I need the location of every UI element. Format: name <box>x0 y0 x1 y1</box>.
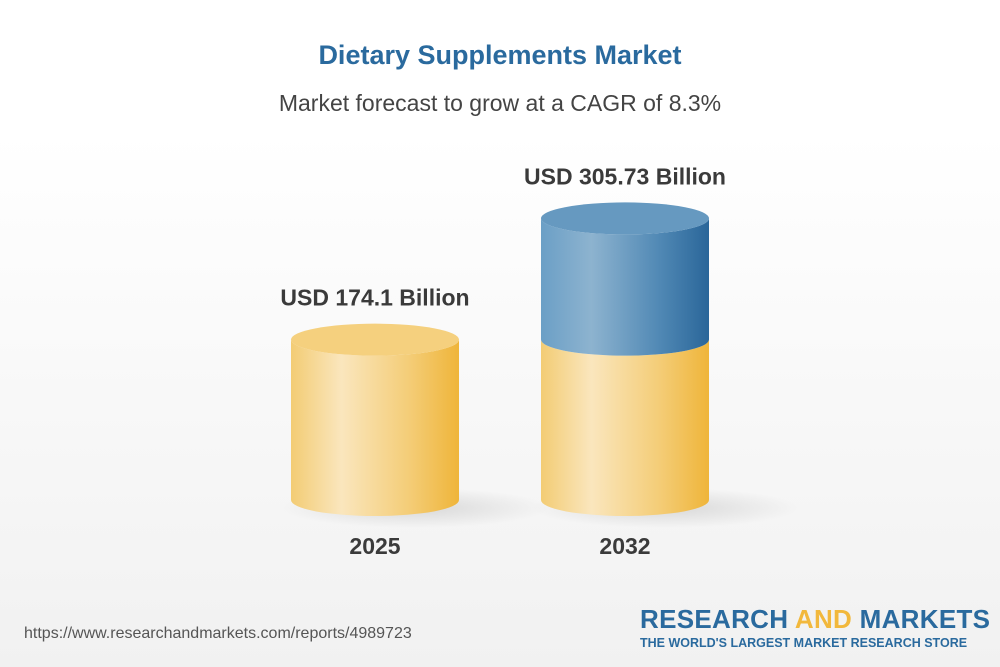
x-tick-label: 2025 <box>349 533 400 559</box>
x-tick-label: 2032 <box>599 533 650 559</box>
bar-top-cap <box>291 323 459 356</box>
bar-top-cap <box>541 202 709 235</box>
bar-base-segment-2025 <box>291 339 459 516</box>
chart-subtitle: Market forecast to grow at a CAGR of 8.3… <box>278 90 722 116</box>
data-label: USD 174.1 Billion <box>280 285 469 311</box>
research-and-markets-logo: RESEARCH AND MARKETS THE WORLD'S LARGEST… <box>640 604 991 650</box>
data-label: USD 305.73 Billion <box>524 163 726 189</box>
bar-base-segment-2032 <box>541 339 709 516</box>
cylinder-chart: USD 174.1 Billion 2025 USD 305.73 Billion 2… <box>280 163 799 559</box>
bar-growth-segment-2032 <box>541 218 709 356</box>
source-url[interactable]: https://www.researchandmarkets.com/repor… <box>24 625 412 642</box>
chart-title: Dietary Supplements Market <box>318 40 682 70</box>
